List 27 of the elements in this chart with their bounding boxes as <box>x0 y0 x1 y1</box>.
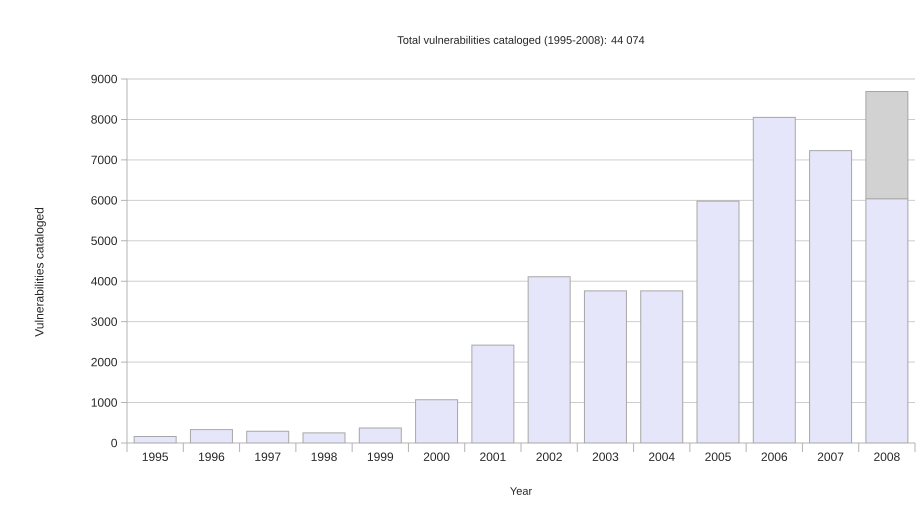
x-tick-label: 2000 <box>424 452 450 462</box>
x-tick-label: 2007 <box>818 452 844 462</box>
x-tick-label: 1995 <box>142 452 168 462</box>
y-tick-label: 3000 <box>91 317 118 326</box>
y-tick-label: 1000 <box>92 398 118 407</box>
y-tick-label: 0 <box>111 438 118 448</box>
y-tick-label: 4000 <box>91 276 118 286</box>
x-tick-label: 1997 <box>255 452 280 462</box>
x-tick-label: 1996 <box>199 452 224 462</box>
chart-title: Total vulnerabilities cataloged (1995-2008): 44 074 <box>398 36 644 46</box>
y-tick-label: 8000 <box>91 115 118 124</box>
x-tick-label: 2003 <box>592 452 618 462</box>
x-tick-label: 2004 <box>648 452 675 462</box>
x-tick-label: 2001 <box>480 452 506 462</box>
y-tick-label: 9000 <box>91 74 118 84</box>
y-tick-label: 5000 <box>91 236 118 246</box>
y-axis-title: Vulnerabilities cataloged <box>34 208 46 337</box>
x-tick-label: 2006 <box>762 452 788 462</box>
x-axis-title: Year <box>510 487 532 495</box>
y-tick-label: 7000 <box>91 156 118 164</box>
x-tick-label: 2008 <box>874 452 900 462</box>
x-tick-label: 1998 <box>312 452 337 462</box>
y-tick-label: 6000 <box>91 196 118 205</box>
x-tick-label: 2005 <box>705 452 731 462</box>
x-tick-label: 2002 <box>536 452 562 462</box>
x-tick-label: 1999 <box>368 452 394 462</box>
y-tick-label: 2000 <box>91 358 118 366</box>
